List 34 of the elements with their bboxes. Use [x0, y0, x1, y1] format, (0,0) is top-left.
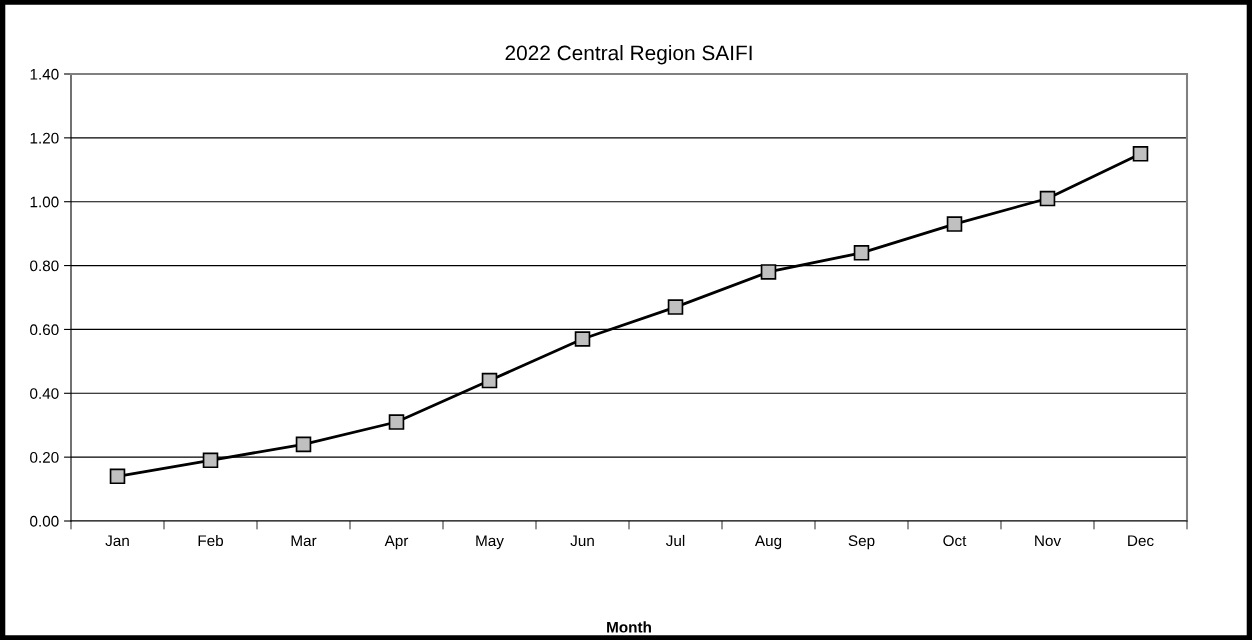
point — [295, 436, 312, 453]
x-tick-label: Apr — [384, 535, 409, 550]
point — [109, 468, 126, 485]
y-tick-label: 0.60 — [30, 324, 59, 336]
x-tick-label: Jun — [570, 535, 594, 547]
chart-title: 2022 Central Region SAIFI — [505, 45, 752, 65]
x-tick-label: Aug — [754, 535, 782, 550]
x-tick-label: Jan — [105, 535, 129, 547]
point — [667, 299, 684, 315]
y-tick-label: 0.40 — [30, 388, 59, 399]
point — [1039, 190, 1056, 207]
point — [574, 331, 591, 347]
point — [946, 216, 963, 232]
x-tick-label: Jul — [665, 534, 685, 547]
point — [1132, 146, 1149, 162]
point — [760, 264, 777, 280]
x-tick-label: Mar — [291, 535, 317, 547]
x-axis-title: Month — [607, 621, 651, 633]
point — [481, 372, 498, 389]
x-tick-label: Feb — [198, 534, 224, 547]
y-tick-label: 0.00 — [30, 515, 59, 527]
x-tick-label: Nov — [1035, 535, 1062, 547]
y-tick-label: 1.00 — [30, 196, 59, 208]
y-tick-label: 0.80 — [30, 260, 59, 272]
x-tick-label: May — [476, 535, 504, 550]
y-tick-label: 1.40 — [30, 68, 59, 80]
x-tick-label: Dec — [1128, 535, 1154, 547]
point — [388, 414, 405, 430]
x-tick-label: Sep — [848, 535, 875, 550]
point — [853, 245, 870, 261]
y-tick-label: 1.20 — [30, 132, 59, 144]
x-tick-label: Oct — [943, 535, 967, 547]
y-tick-label: 0.20 — [30, 452, 59, 463]
point — [202, 452, 219, 469]
